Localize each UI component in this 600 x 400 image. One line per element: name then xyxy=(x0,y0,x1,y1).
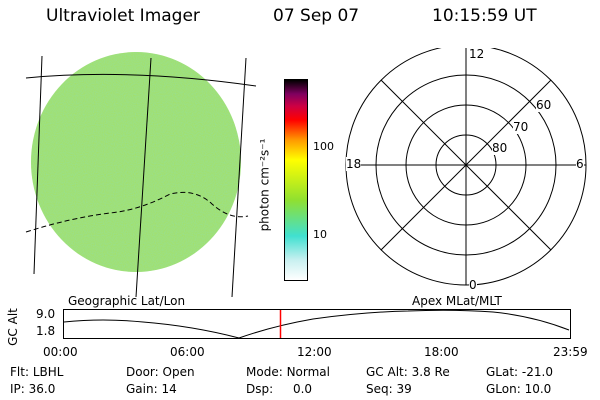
mlt-label-6: 6 xyxy=(576,157,584,171)
date-label: 07 Sep 07 xyxy=(273,6,360,26)
colorbar xyxy=(284,79,308,281)
instrument-title: Ultraviolet Imager xyxy=(46,6,200,26)
longitude-line-1 xyxy=(33,55,43,275)
colorbar-tick-100: 100 xyxy=(313,140,334,153)
ip-label: IP: xyxy=(10,382,25,396)
filter-value: LBHL xyxy=(32,365,64,379)
gain-info: Gain: 14 xyxy=(126,382,177,396)
dsp-value: 0.0 xyxy=(292,382,313,396)
mlat-label-80: 80 xyxy=(492,141,508,155)
glat-label: GLat: xyxy=(486,365,519,379)
colorbar-tick-10: 10 xyxy=(313,228,327,241)
image-panel-label: Geographic Lat/Lon xyxy=(68,294,186,308)
timeline-xtick-1800: 18:00 xyxy=(424,345,459,359)
glon-label: GLon: xyxy=(486,382,521,396)
speckle-texture xyxy=(31,52,241,272)
seq-label: Seq: xyxy=(366,382,393,396)
longitude-line-2 xyxy=(135,57,152,298)
glon-value: 10.0 xyxy=(524,382,552,396)
gain-label: Gain: xyxy=(126,382,158,396)
polar-diagonal-2 xyxy=(380,79,552,251)
time-label: 10:15:59 UT xyxy=(432,6,537,26)
mlat-label-70: 70 xyxy=(513,120,529,134)
longitude-line-3 xyxy=(231,57,247,298)
dsp-info: Dsp: 0.0 xyxy=(246,382,312,396)
filter-label: Flt: xyxy=(10,365,29,379)
timeline-xtick-0600: 06:00 xyxy=(170,345,205,359)
mode-label: Mode: xyxy=(246,365,283,379)
gcalt-label: GC Alt: xyxy=(366,365,408,379)
door-info: Door: Open xyxy=(126,365,195,379)
dsp-label: Dsp: xyxy=(246,382,274,396)
door-label: Door: xyxy=(126,365,159,379)
timeline-frame xyxy=(63,309,571,339)
timeline-xtick-2359: 23:59 xyxy=(553,345,588,359)
polar-plot xyxy=(345,48,587,286)
seq-info: Seq: 39 xyxy=(366,382,412,396)
mlt-label-18: 18 xyxy=(346,157,362,171)
ip-value: 36.0 xyxy=(28,382,56,396)
door-value: Open xyxy=(162,365,195,379)
gcalt-info: GC Alt: 3.8 Re xyxy=(366,365,450,379)
mlt-label-0: 0 xyxy=(469,278,477,292)
glon-info: GLon: 10.0 xyxy=(486,382,551,396)
seq-value: 39 xyxy=(396,382,412,396)
mlat-label-60: 60 xyxy=(536,98,552,112)
timeline-ylabel: GC Alt xyxy=(5,308,20,346)
timeline-ytick-1-8: 1.8 xyxy=(36,324,56,338)
filter-info: Flt: LBHL xyxy=(10,365,63,379)
uv-image-panel xyxy=(25,52,257,298)
gcalt-value: 3.8 Re xyxy=(411,365,450,379)
mode-value: Normal xyxy=(286,365,330,379)
mode-info: Mode: Normal xyxy=(246,365,330,379)
timeline-plot xyxy=(63,309,571,339)
altitude-curve xyxy=(63,309,570,339)
ip-info: IP: 36.0 xyxy=(10,382,55,396)
glat-info: GLat: -21.0 xyxy=(486,365,553,379)
colorbar-label: photon cm⁻²s⁻¹ xyxy=(257,138,272,232)
polar-panel-label: Apex MLat/MLT xyxy=(412,294,502,308)
glat-value: -21.0 xyxy=(521,365,553,379)
mlt-label-12: 12 xyxy=(469,47,485,61)
latitude-line xyxy=(25,73,257,87)
timeline-xtick-0000: 00:00 xyxy=(43,345,78,359)
gain-value: 14 xyxy=(161,382,177,396)
timeline-xtick-1200: 12:00 xyxy=(297,345,332,359)
timeline-ytick-9: 9.0 xyxy=(36,307,56,321)
